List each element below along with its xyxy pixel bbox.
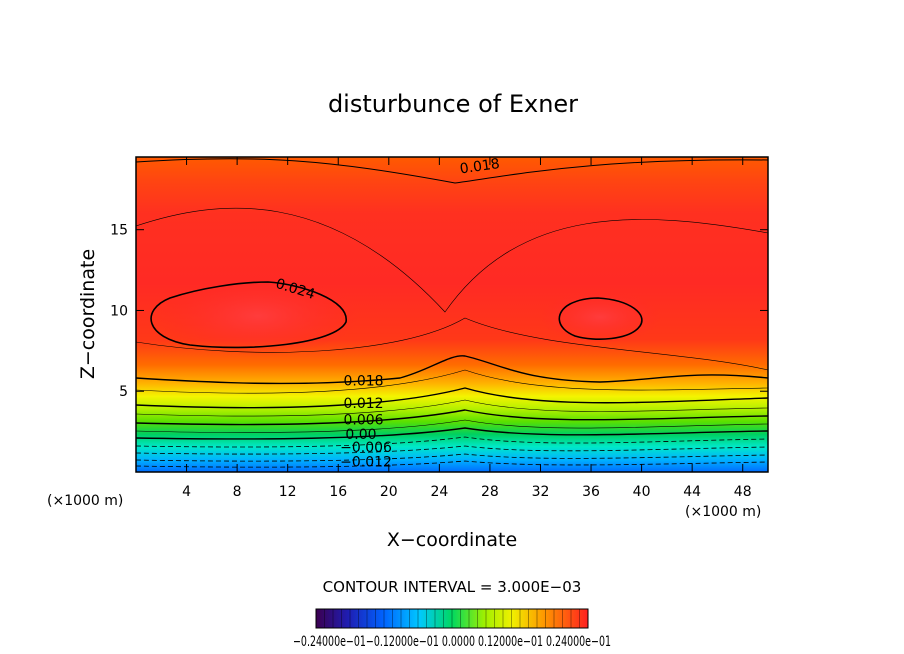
contour-line xyxy=(136,460,768,468)
x-tick-label: 44 xyxy=(683,484,701,500)
contour-line xyxy=(136,453,768,462)
y-axis-label: Z−coordinate xyxy=(77,249,99,379)
x-tick-label: 12 xyxy=(279,484,297,500)
x-axis-ticks: 4 8 12 16 20 24 28 32 36 40 44 48 xyxy=(182,157,752,500)
y-tick-label: 10 xyxy=(110,303,128,319)
x-tick-label: 16 xyxy=(329,484,347,500)
x-tick-label: 32 xyxy=(532,484,550,500)
colorbar-ticks xyxy=(315,609,589,628)
y-axis-ticks: 5 10 15 xyxy=(110,223,768,400)
x-tick-label: 36 xyxy=(582,484,600,500)
contour-label: −0.006 xyxy=(340,440,392,456)
contour-label: 0.00 xyxy=(345,427,376,443)
x-tick-label: 28 xyxy=(481,484,499,500)
contour-line xyxy=(558,297,643,340)
contour-line xyxy=(136,445,768,455)
y-tick-label: 15 xyxy=(110,223,128,239)
y-tick-label: 5 xyxy=(119,384,128,400)
contour-line xyxy=(136,317,768,371)
y-unit-label: (×1000 m) xyxy=(47,493,123,509)
contour-label: 0.012 xyxy=(343,396,383,412)
colorbar-labels: −0.24000e−01−0.12000e−01 0.0000 0.12000e… xyxy=(293,634,611,650)
contour-line xyxy=(136,158,768,184)
contour-interval: CONTOUR INTERVAL = 3.000E−03 xyxy=(323,578,582,596)
x-unit-label: (×1000 m) xyxy=(685,504,761,520)
x-tick-label: 4 xyxy=(182,484,191,500)
contour-line xyxy=(136,419,768,433)
contour-line xyxy=(136,369,768,394)
contour-label: 0.006 xyxy=(343,412,383,428)
x-tick-label: 40 xyxy=(633,484,651,500)
contour-line xyxy=(136,427,768,440)
contour-label: 0.018 xyxy=(343,374,383,390)
x-axis-label: X−coordinate xyxy=(387,529,517,551)
contour-core-left xyxy=(158,276,358,356)
colorbar-gradient xyxy=(315,608,589,629)
contour-lines xyxy=(136,158,768,468)
chart-title: disturbunce of Exner xyxy=(328,90,578,118)
x-tick-label: 48 xyxy=(734,484,752,500)
x-tick-label: 8 xyxy=(233,484,242,500)
contour-line xyxy=(150,281,347,349)
plot-area: 0.0180.0240.0180.0120.0060.00−0.006−0.01… xyxy=(136,157,768,472)
contour-line xyxy=(136,355,768,385)
contour-line xyxy=(136,436,768,448)
contour-line xyxy=(136,387,768,409)
contour-line xyxy=(136,409,768,426)
contour-line xyxy=(136,207,768,313)
x-tick-label: 20 xyxy=(380,484,398,500)
contour-label: −0.012 xyxy=(340,454,392,470)
contour-line xyxy=(136,399,768,417)
plot-frame xyxy=(135,156,769,473)
colorbar: −0.24000e−01−0.12000e−01 0.0000 0.12000e… xyxy=(293,608,611,650)
x-tick-label: 24 xyxy=(430,484,448,500)
